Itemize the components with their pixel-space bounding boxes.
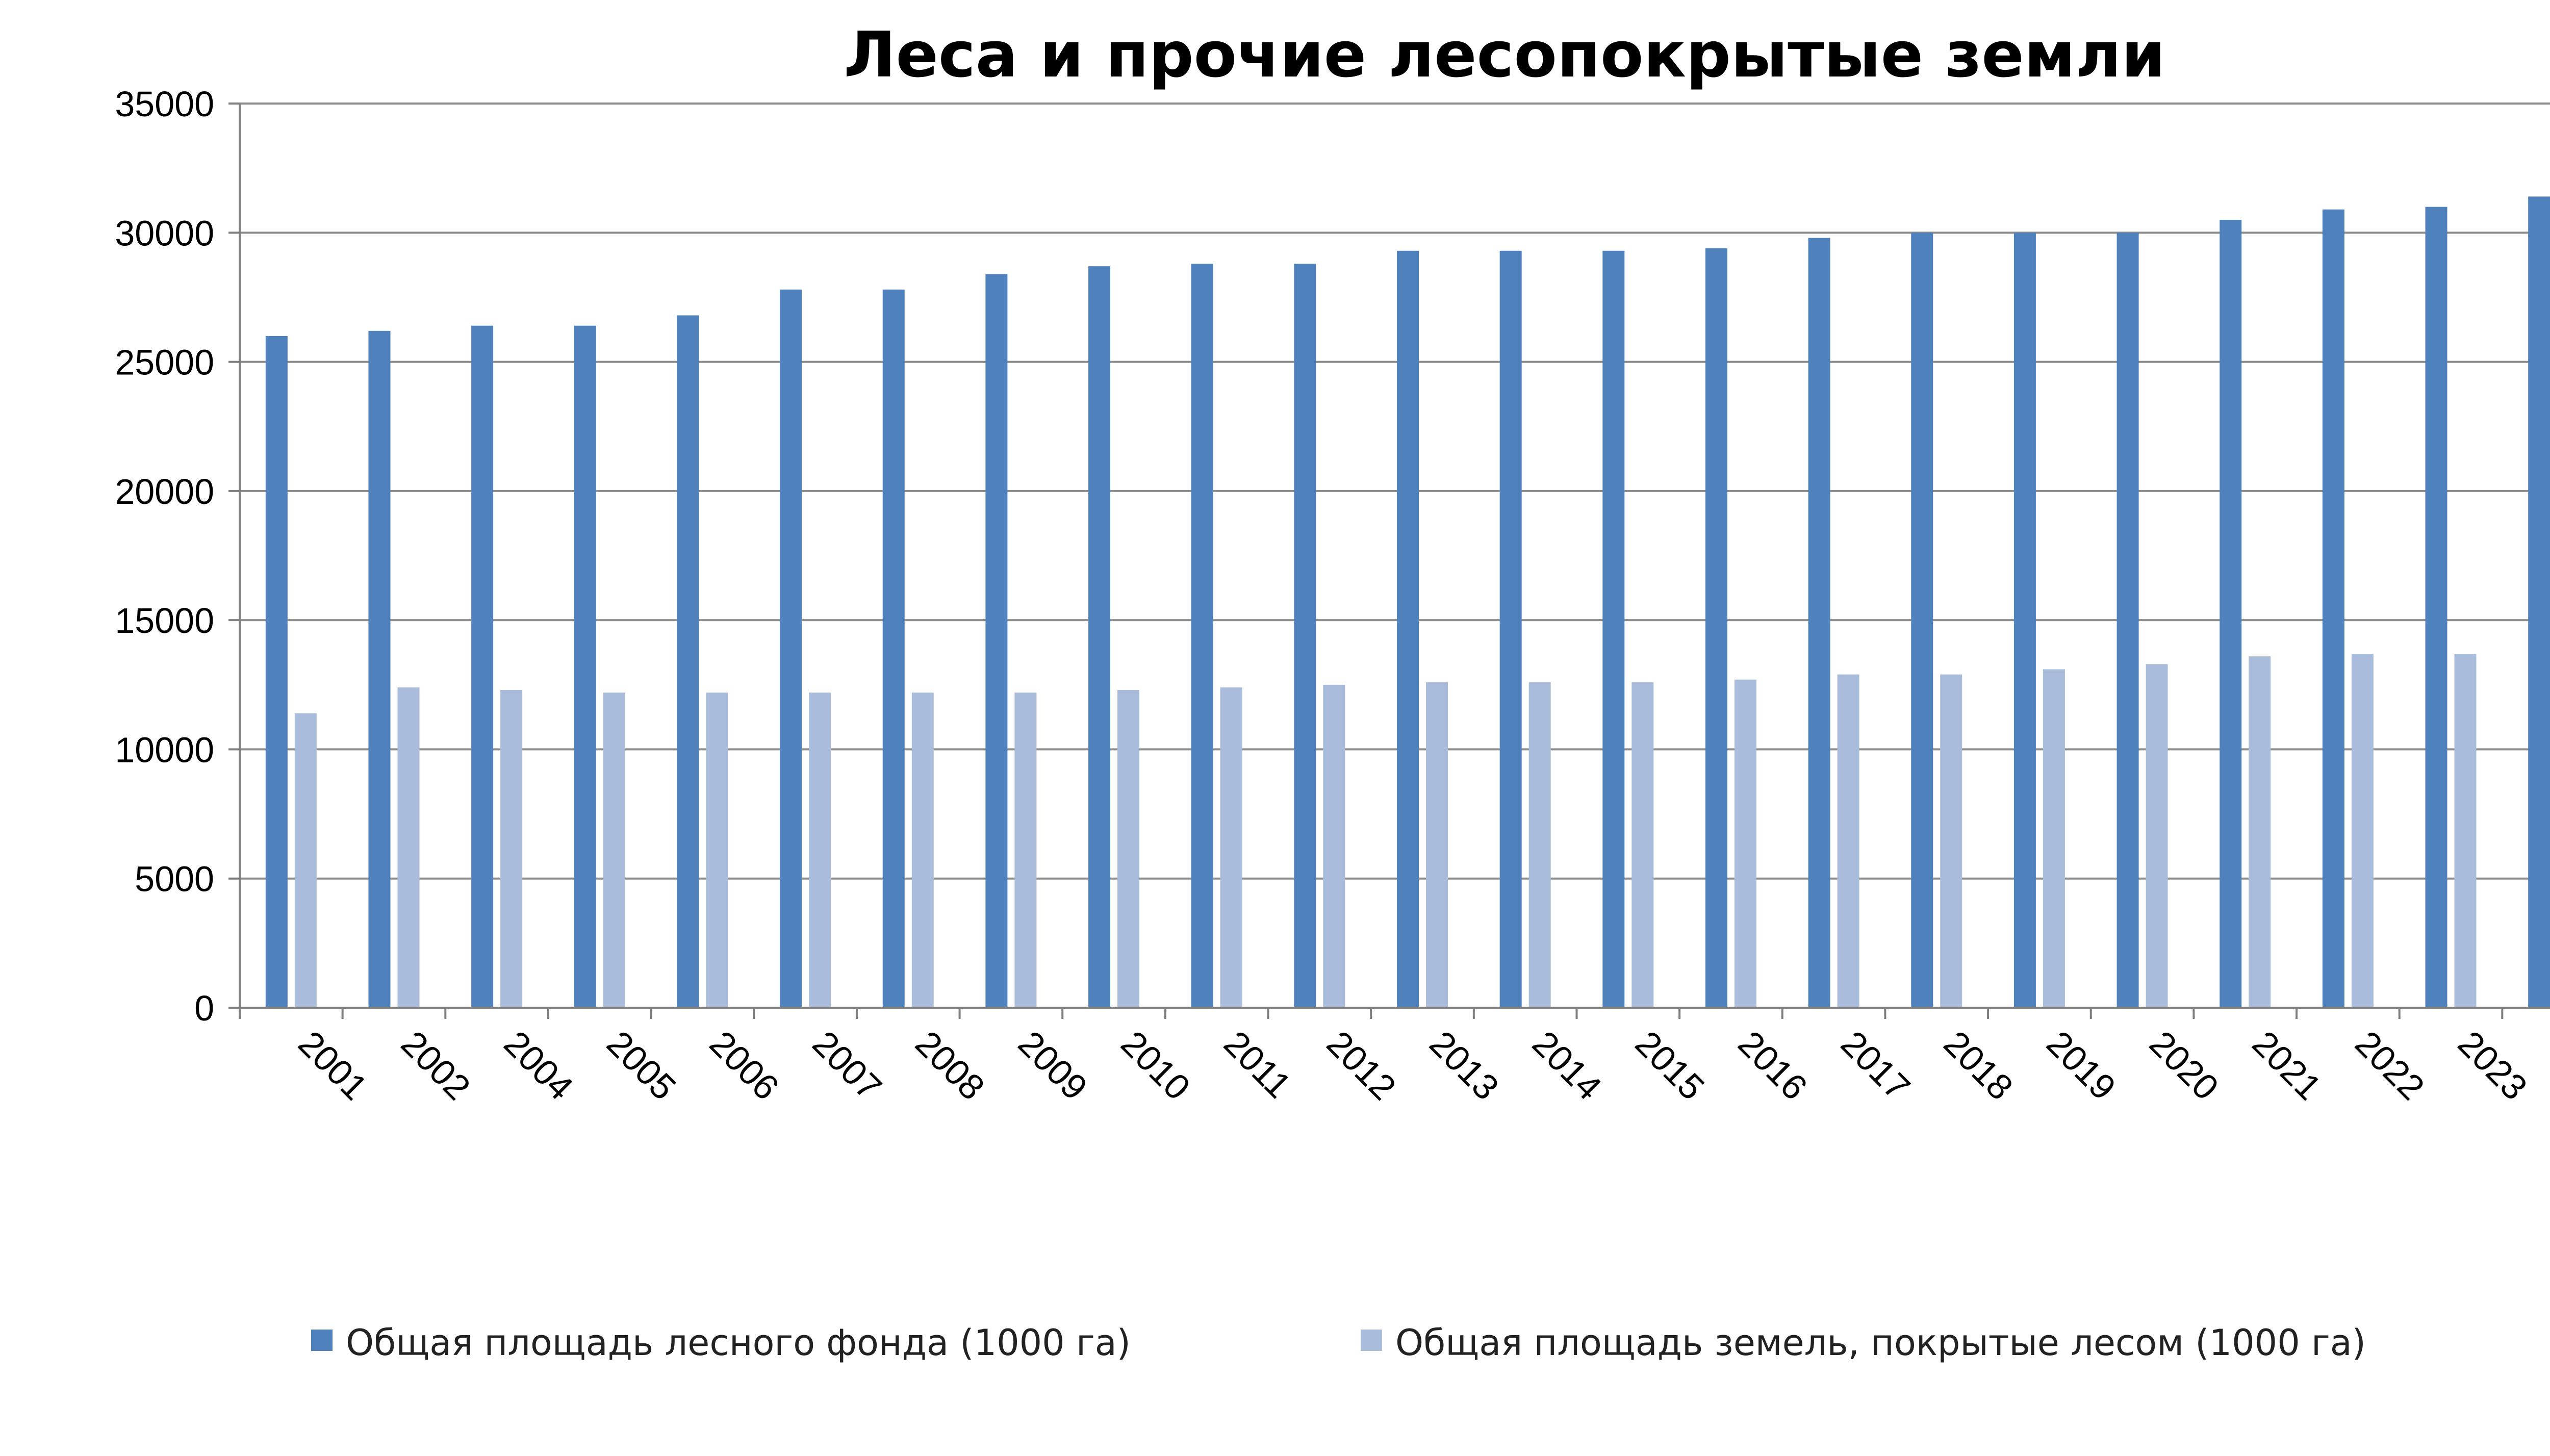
- legend-label-1: Общая площадь земель, покрытые лесом (10…: [1395, 1322, 2366, 1364]
- bar-s0-2021: [2220, 219, 2242, 1008]
- legend-swatch-0: [311, 1330, 333, 1351]
- legend: Общая площадь лесного фонда (1000 га) Общ…: [311, 1322, 2366, 1364]
- bar-s1-2001: [294, 713, 317, 1008]
- bar-s1-2017: [1837, 674, 1859, 1008]
- bar-s1-2013: [1426, 682, 1448, 1008]
- bar-s1-2008: [911, 692, 934, 1008]
- bar-s0-2023: [2425, 207, 2447, 1008]
- y-tick-label-3: 15000: [115, 601, 214, 641]
- bar-s0-2002: [368, 330, 391, 1008]
- y-tick-label-1: 5000: [135, 859, 214, 899]
- gridlines: [240, 103, 2550, 880]
- bar-s0-2012: [1294, 264, 1316, 1008]
- y-tick-label-4: 20000: [115, 472, 214, 512]
- bar-s0-2008: [882, 289, 905, 1008]
- bar-s1-2011: [1220, 687, 1242, 1008]
- bar-s1-2014: [1528, 682, 1551, 1008]
- y-tick-label-7: 35000: [115, 84, 214, 124]
- bar-s0-2017: [1808, 238, 1830, 1008]
- bar-s0-2006: [677, 315, 699, 1008]
- bar-s1-2007: [809, 692, 831, 1008]
- y-axis-ticks: 0 5000 10000 15000 20000 25000 30000 35000: [115, 84, 240, 1028]
- bar-s0-2014: [1499, 250, 1522, 1008]
- legend-swatch-1: [1361, 1330, 1382, 1351]
- bar-s1-2018: [1940, 674, 1962, 1008]
- bar-s0-2013: [1397, 250, 1419, 1008]
- bar-s0-2005: [574, 325, 596, 1008]
- bar-s1-2012: [1323, 684, 1345, 1008]
- bar-s0-2018: [1911, 233, 1933, 1008]
- bar-s0-2004: [471, 325, 494, 1008]
- bar-s1-2005: [603, 692, 625, 1008]
- bar-s0-2019: [2013, 233, 2036, 1008]
- bar-s1-2020: [2146, 664, 2168, 1008]
- bar-s0-2011: [1191, 264, 1213, 1008]
- bar-s1-2015: [1631, 682, 1654, 1008]
- bar-s0-2024: [2528, 196, 2550, 1008]
- y-tick-label-2: 10000: [115, 730, 214, 770]
- bar-s1-2021: [2249, 656, 2271, 1008]
- bar-s0-2009: [985, 274, 1008, 1008]
- chart-title: Леса и прочие лесопокрытые земли: [844, 19, 2165, 92]
- y-tick-label-5: 25000: [115, 343, 214, 382]
- bar-s1-2009: [1014, 692, 1037, 1008]
- bar-s1-2019: [2043, 669, 2065, 1008]
- y-tick-label-0: 0: [194, 988, 214, 1028]
- bar-s1-2002: [397, 687, 420, 1008]
- legend-item-0: Общая площадь лесного фонда (1000 га): [311, 1322, 1131, 1364]
- bar-s1-2016: [1734, 679, 1756, 1008]
- y-tick-label-6: 30000: [115, 213, 214, 253]
- bar-s0-2001: [265, 336, 288, 1008]
- bar-s0-2010: [1088, 266, 1111, 1008]
- legend-label-0: Общая площадь лесного фонда (1000 га): [346, 1322, 1131, 1364]
- bar-s0-2020: [2116, 233, 2139, 1008]
- axes: [239, 104, 2550, 1009]
- bars: [265, 196, 2550, 1008]
- bar-s1-2022: [2351, 653, 2374, 1008]
- bar-s0-2016: [1705, 248, 1727, 1008]
- bar-s1-2006: [706, 692, 728, 1008]
- bar-s0-2015: [1602, 250, 1625, 1008]
- bar-s0-2007: [780, 289, 802, 1008]
- bar-s1-2023: [2454, 653, 2477, 1008]
- bar-s1-2010: [1117, 689, 1140, 1008]
- legend-item-1: Общая площадь земель, покрытые лесом (10…: [1361, 1322, 2366, 1364]
- bar-s1-2004: [500, 689, 523, 1008]
- bar-s0-2022: [2322, 209, 2344, 1008]
